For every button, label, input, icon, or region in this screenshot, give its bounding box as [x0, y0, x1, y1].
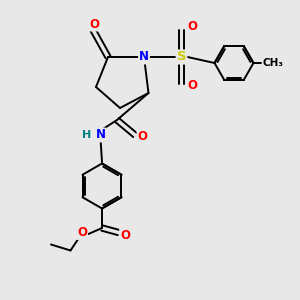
Text: O: O	[187, 79, 197, 92]
Text: N: N	[139, 50, 149, 64]
Text: O: O	[120, 229, 130, 242]
Text: O: O	[137, 130, 148, 143]
Text: H: H	[82, 130, 91, 140]
Text: S: S	[177, 50, 186, 64]
Text: O: O	[77, 226, 87, 239]
Text: O: O	[187, 20, 197, 34]
Text: N: N	[95, 128, 106, 142]
Text: CH₃: CH₃	[262, 58, 284, 68]
Text: O: O	[89, 17, 100, 31]
